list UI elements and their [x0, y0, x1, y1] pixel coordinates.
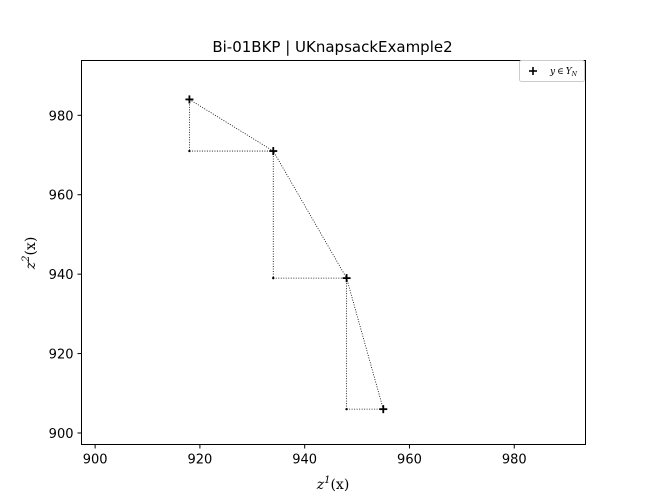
data-point	[269, 147, 278, 156]
legend-label: y ∈ YN	[549, 67, 578, 78]
corner-dot	[272, 276, 275, 280]
x-tick-label: 980	[502, 453, 527, 468]
y-tick-label: 920	[49, 348, 74, 363]
x-tick-label: 900	[83, 453, 108, 468]
chart-title: Bi-01BKP | UKnapsackExample2	[212, 38, 452, 56]
y-tick-label: 980	[49, 109, 74, 124]
y-axis-ticks: 900 920 940 960 980	[49, 109, 82, 442]
x-tick-label: 940	[292, 453, 317, 468]
staircase-corners	[188, 149, 348, 411]
connector-polyline	[189, 99, 384, 410]
data-point	[185, 95, 194, 104]
y-tick-label: 960	[49, 189, 74, 204]
y-axis-label: z2(x)	[21, 237, 39, 271]
corner-dot	[345, 407, 348, 411]
data-point	[379, 405, 388, 414]
plot-area	[81, 60, 586, 445]
x-axis-label: z1(x)	[316, 475, 350, 493]
data-point	[342, 274, 351, 283]
corner-dot	[188, 149, 191, 153]
x-tick-label: 960	[397, 453, 422, 468]
y-tick-label: 900	[49, 427, 74, 442]
connector-lines	[189, 99, 384, 410]
data-points	[185, 95, 388, 414]
y-tick-label: 940	[49, 268, 74, 283]
legend: y ∈ YN	[519, 60, 585, 82]
legend-box	[519, 60, 585, 82]
x-tick-label: 920	[187, 453, 212, 468]
x-axis-ticks: 900 920 940 960 980	[83, 444, 527, 468]
legend-marker-plus-icon	[529, 67, 537, 75]
